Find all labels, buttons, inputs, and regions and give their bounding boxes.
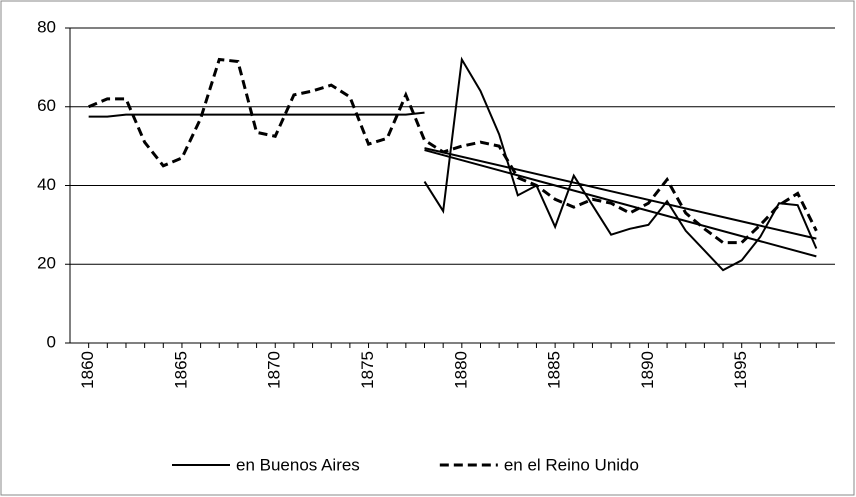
x-tick-label: 1895 — [731, 351, 750, 389]
y-tick-label: 40 — [37, 175, 56, 194]
y-tick-label: 60 — [37, 96, 56, 115]
x-tick-label: 1885 — [545, 351, 564, 389]
y-tick-label: 80 — [37, 17, 56, 36]
x-tick-label: 1865 — [171, 351, 190, 389]
x-tick-label: 1890 — [638, 351, 657, 389]
x-tick-label: 1875 — [358, 351, 377, 389]
x-tick-label: 1860 — [78, 351, 97, 389]
legend-label: en Buenos Aires — [236, 455, 360, 474]
series-line — [424, 149, 817, 258]
x-tick-label: 1880 — [451, 351, 470, 389]
series-line — [88, 57, 818, 245]
x-tick-label: 1870 — [265, 351, 284, 389]
legend-label: en el Reino Unido — [504, 455, 639, 474]
series-line — [88, 111, 425, 118]
y-tick-label: 0 — [47, 332, 56, 351]
series-line — [424, 147, 817, 240]
y-tick-label: 20 — [37, 254, 56, 273]
series-line — [423, 56, 818, 272]
